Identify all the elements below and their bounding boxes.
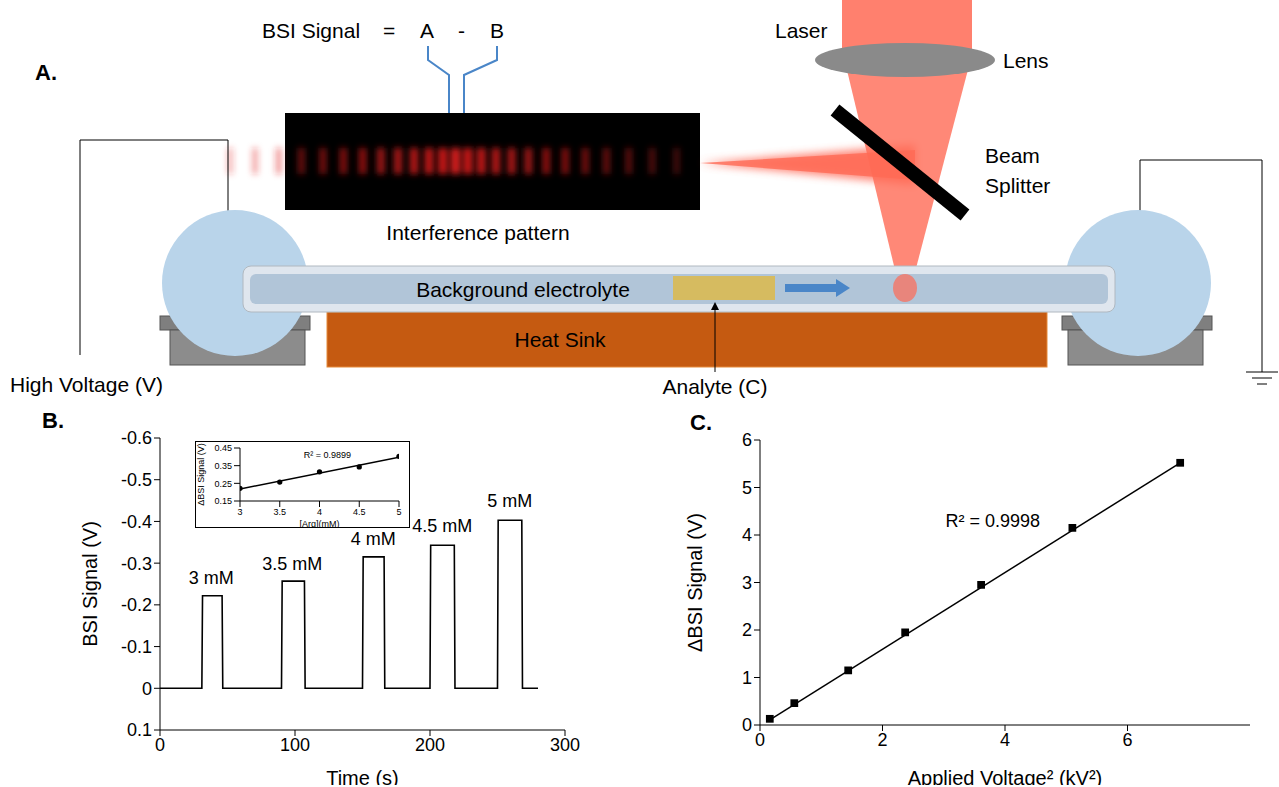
svg-text:-0.2: -0.2 [121,595,152,615]
svg-text:0.35: 0.35 [214,461,232,471]
svg-text:300: 300 [550,735,580,755]
svg-text:Splitter: Splitter [985,174,1050,197]
svg-text:A.: A. [35,60,57,85]
svg-text:200: 200 [415,735,445,755]
svg-text:3.5: 3.5 [273,507,286,517]
svg-text:0: 0 [755,730,765,750]
svg-text:Lens: Lens [1003,49,1049,72]
svg-text:Laser: Laser [775,19,828,42]
svg-text:B: B [490,19,504,42]
svg-text:4: 4 [317,507,322,517]
svg-text:Background electrolyte: Background electrolyte [416,278,630,301]
svg-text:-0.1: -0.1 [121,637,152,657]
svg-text:ΔBSI Signal (V): ΔBSI Signal (V) [684,513,706,652]
svg-text:3 mM: 3 mM [189,568,234,588]
svg-text:6: 6 [1122,730,1132,750]
svg-text:4: 4 [742,525,752,545]
svg-text:5: 5 [742,478,752,498]
svg-text:Analyte (C): Analyte (C) [662,375,767,398]
svg-text:2: 2 [877,730,887,750]
svg-text:5 mM: 5 mM [487,491,532,511]
svg-text:4 mM: 4 mM [351,529,396,549]
svg-text:High Voltage (V): High Voltage (V) [10,373,163,396]
svg-text:Interference pattern: Interference pattern [386,221,569,244]
svg-text:Heat Sink: Heat Sink [514,328,606,351]
svg-text:[Arg](mM): [Arg](mM) [300,519,340,527]
svg-text:6: 6 [742,430,752,450]
svg-text:0: 0 [155,735,165,755]
svg-text:4.5: 4.5 [353,507,366,517]
svg-text:A: A [420,19,434,42]
svg-text:0.45: 0.45 [214,443,232,453]
svg-text:3: 3 [237,507,242,517]
svg-text:Beam: Beam [985,144,1040,167]
svg-text:R² = 0.9998: R² = 0.9998 [945,511,1040,531]
svg-text:100: 100 [280,735,310,755]
svg-text:Applied Voltage² (kV²): Applied Voltage² (kV²) [908,767,1103,785]
svg-text:BSI Signal (V): BSI Signal (V) [80,521,101,647]
svg-text:0: 0 [142,679,152,699]
svg-text:4: 4 [1000,730,1010,750]
svg-text:BSI Signal: BSI Signal [262,19,360,42]
html-text:C.: C. [690,410,712,435]
svg-text:-: - [458,19,465,42]
svg-text:=: = [383,19,395,42]
svg-text:3.5 mM: 3.5 mM [262,554,322,574]
svg-text:-0.4: -0.4 [121,512,152,532]
svg-text:4.5 mM: 4.5 mM [412,516,472,536]
svg-text:0: 0 [742,715,752,735]
svg-text:0.1: 0.1 [127,720,152,740]
svg-text:0.15: 0.15 [214,496,232,506]
svg-text:1: 1 [742,668,752,688]
svg-text:2: 2 [742,620,752,640]
svg-text:3: 3 [742,573,752,593]
svg-text:R² = 0.9899: R² = 0.9899 [304,450,351,460]
svg-text:-0.5: -0.5 [121,470,152,490]
svg-text:-0.3: -0.3 [121,554,152,574]
svg-text:ΔBSI Signal (V): ΔBSI Signal (V) [196,443,206,506]
svg-text:-0.6: -0.6 [121,430,152,448]
html-text:B.: B. [42,408,64,433]
svg-text:0.25: 0.25 [214,479,232,489]
svg-text:Time (s): Time (s) [326,767,399,785]
svg-text:5: 5 [396,507,401,517]
